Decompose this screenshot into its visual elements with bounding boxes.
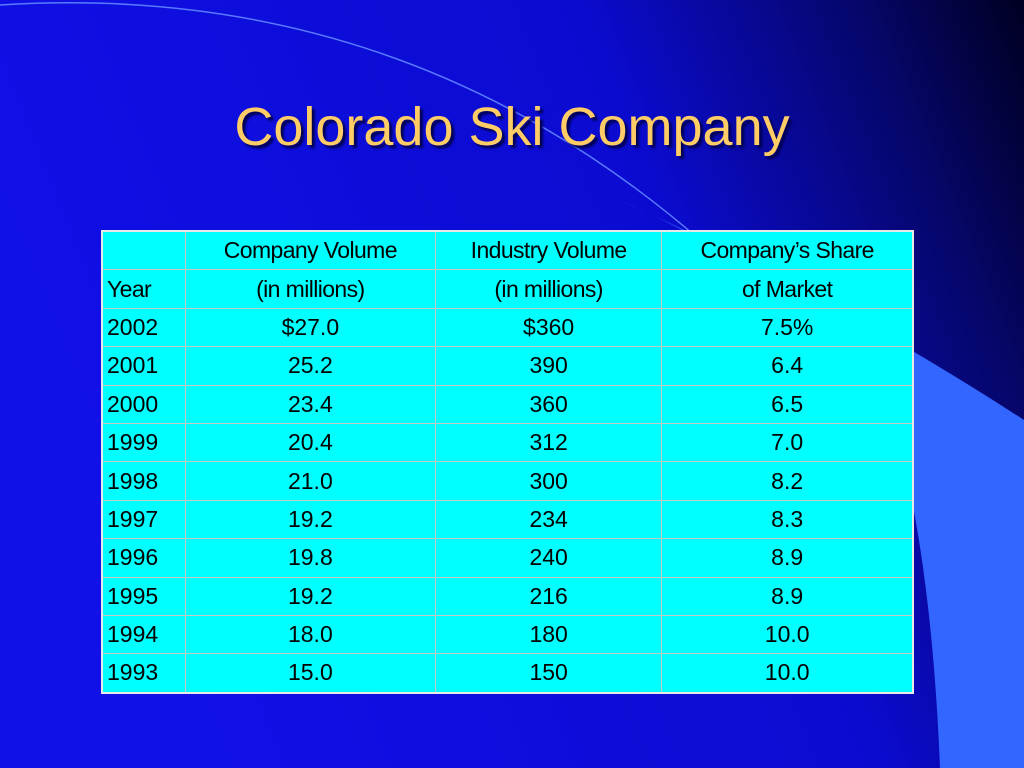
table-cell: 8.9 [661,576,914,616]
table-cell: 2002 [101,307,186,348]
data-table: Company Volume Industry Volume Company’s S… [101,230,914,694]
table-cell: 10.0 [661,653,914,694]
header-cell: (in millions) [184,269,436,309]
table-cell: 19.2 [184,576,436,616]
table-cell: 2000 [101,384,186,424]
table-cell: 25.2 [184,346,436,386]
table-cell: 6.4 [661,346,914,386]
table-cell: 1993 [101,653,186,694]
header-cell: Company’s Share [661,230,914,271]
table-cell: 6.5 [661,384,914,424]
header-cell: (in millions) [434,269,663,309]
header-cell [101,230,186,271]
table-cell: 8.9 [661,538,914,578]
header-cell: of Market [661,269,914,309]
table-cell: 390 [434,346,663,386]
header-row: Company Volume Industry Volume Company’s S… [101,230,914,271]
table-row: 2002 $27.0 $360 7.5% [101,307,914,348]
table-cell: 216 [434,576,663,616]
table-cell: 21.0 [184,461,436,501]
decor-line [0,2,701,241]
table-cell: 1999 [101,422,186,463]
table-cell: 7.5% [661,307,914,348]
table-cell: 8.3 [661,499,914,540]
table-cell: $360 [434,307,663,348]
table-cell: 312 [434,422,663,463]
table-cell: 8.2 [661,461,914,501]
table-cell: 1998 [101,461,186,501]
table-cell: 1996 [101,538,186,578]
table-cell: 240 [434,538,663,578]
table-cell: 1995 [101,576,186,616]
table-cell: 10.0 [661,614,914,655]
header-row: Year (in millions) (in millions) of Market [101,269,914,309]
table-cell: 19.2 [184,499,436,540]
table-cell: 19.8 [184,538,436,578]
table-cell: 150 [434,653,663,694]
table-row: 2001 25.2 390 6.4 [101,346,914,386]
table-row: 2000 23.4 360 6.5 [101,384,914,424]
table-row: 1998 21.0 300 8.2 [101,461,914,501]
table-cell: 234 [434,499,663,540]
table-row: 1994 18.0 180 10.0 [101,614,914,655]
table-cell: 300 [434,461,663,501]
title: Colorado Ski Company [234,97,790,157]
table-cell: 360 [434,384,663,424]
table-cell: 15.0 [184,653,436,694]
header-cell: Year [101,269,186,309]
table-cell: 2001 [101,346,186,386]
table-cell: $27.0 [184,307,436,348]
table-row: 1995 19.2 216 8.9 [101,576,914,616]
table-row: 1993 15.0 150 10.0 [101,653,914,694]
table-cell: 7.0 [661,422,914,463]
table-cell: 23.4 [184,384,436,424]
header-cell: Company Volume [184,230,436,271]
table-cell: 1994 [101,614,186,655]
table-row: 1997 19.2 234 8.3 [101,499,914,540]
table-row: 1999 20.4 312 7.0 [101,422,914,463]
table-row: 1996 19.8 240 8.9 [101,538,914,578]
table-cell: 180 [434,614,663,655]
header-cell: Industry Volume [434,230,663,271]
table-cell: 20.4 [184,422,436,463]
table-cell: 1997 [101,499,186,540]
table-cell: 18.0 [184,614,436,655]
